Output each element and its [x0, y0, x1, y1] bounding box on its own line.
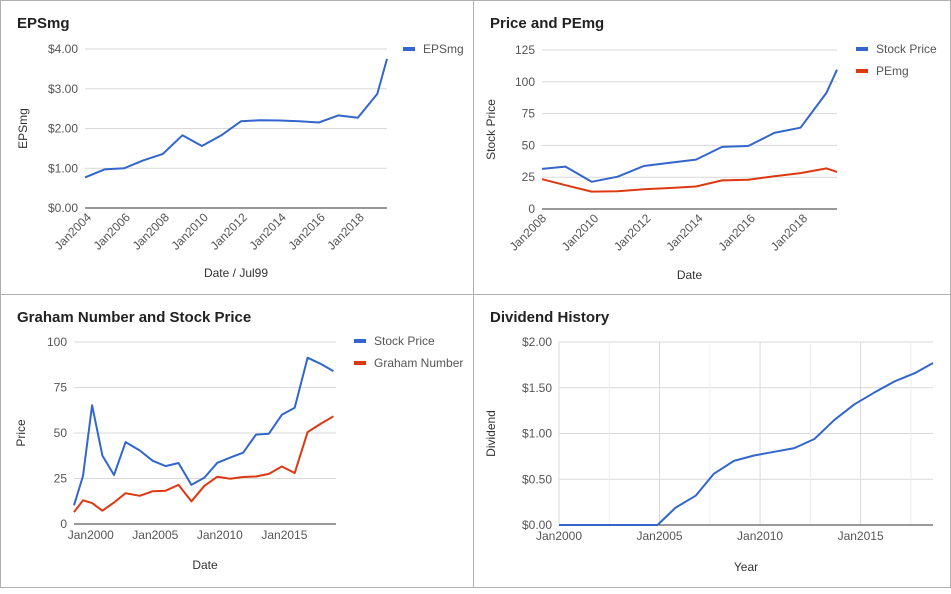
x-tick-label: Jan2006: [91, 210, 134, 253]
y-tick-label: 75: [54, 381, 68, 395]
x-tick-label: Jan2005: [132, 528, 178, 542]
x-tick-label: Jan2012: [207, 210, 250, 253]
epsmg-panel: $0.00 $1.00 $2.00 $3.00 $4.00 Jan2004 Jan2006 J…: [0, 0, 474, 296]
price-pe-title: Price and PEmg: [490, 15, 605, 32]
legend-label: Graham Number: [374, 356, 463, 370]
series-line-stock-price: [541, 69, 838, 183]
x-tick-label: Jan2000: [68, 528, 114, 542]
x-tick-label: Jan2010: [559, 211, 602, 254]
y-tick-label: 0: [60, 517, 67, 531]
y-tick-label: 125: [515, 43, 535, 57]
y-tick-label: 75: [522, 107, 536, 121]
y-axis-title: Price: [14, 419, 28, 447]
y-tick-label: $1.00: [48, 161, 78, 175]
series-line-stock-price: [73, 356, 334, 506]
x-tick-label: Jan2018: [768, 211, 811, 254]
x-axis-title: Date / Jul99: [204, 266, 268, 280]
x-axis-title: Date: [192, 558, 218, 572]
x-tick-label: Jan2014: [246, 210, 289, 253]
legend-label: Stock Price: [876, 42, 937, 56]
x-tick-label: Jan2004: [52, 210, 95, 253]
x-tick-label: Jan2008: [507, 211, 550, 254]
y-tick-label: 25: [522, 170, 536, 184]
x-tick-label: Jan2000: [536, 529, 582, 543]
legend-swatch: [856, 69, 868, 73]
y-tick-label: $0.00: [522, 518, 552, 532]
x-tick-label: Jan2010: [737, 529, 783, 543]
y-axis-title: EPSmg: [16, 108, 30, 149]
y-axis-title: Dividend: [484, 410, 498, 457]
x-tick-label: Jan2015: [261, 528, 307, 542]
dividend-title: Dividend History: [490, 309, 610, 326]
x-tick-label: Jan2018: [324, 210, 367, 253]
price-pe-panel: 0 25 50 75 100 125 Jan2008 Jan2010 Jan2012 Jan201…: [473, 0, 951, 296]
y-tick-label: 25: [54, 472, 68, 486]
y-tick-label: $0.00: [48, 201, 78, 215]
graham-title: Graham Number and Stock Price: [17, 309, 252, 326]
y-tick-label: 50: [54, 426, 68, 440]
legend-swatch: [354, 361, 366, 365]
y-tick-label: $3.00: [48, 82, 78, 96]
dividend-panel: $0.00 $0.50 $1.00 $1.50 $2.00 Jan2000 Jan2005 J…: [473, 294, 951, 588]
epsmg-chart: $0.00$1.00$2.00$3.00$4.00Jan2004Jan2006J…: [16, 42, 464, 280]
x-tick-label: Jan2008: [130, 210, 173, 253]
y-tick-label: $2.00: [48, 122, 78, 136]
x-tick-label: Jan2005: [637, 529, 683, 543]
y-tick-label: $4.00: [48, 42, 78, 56]
dividend-chart: $0.00 $0.50 $1.00 $1.50 $2.00 Jan2000 Jan2005 J…: [484, 335, 934, 574]
y-tick-label: $1.00: [522, 427, 552, 441]
x-tick-label: Jan2014: [663, 211, 706, 254]
legend-swatch: [856, 47, 868, 51]
x-tick-label: Jan2016: [716, 211, 759, 254]
legend-label: Stock Price: [374, 334, 435, 348]
y-tick-label: 100: [47, 335, 67, 349]
y-tick-label: $2.00: [522, 335, 552, 349]
legend-swatch: [403, 47, 415, 51]
graham-panel: 0 25 50 75 100 Jan2000 Jan2005 Jan2010 Jan2015 Da…: [0, 294, 474, 588]
y-axis-title: Stock Price: [484, 99, 498, 160]
x-axis-title: Date: [677, 268, 703, 282]
legend-label: PEmg: [876, 64, 909, 78]
x-tick-label: Jan2010: [169, 210, 212, 253]
epsmg-title: EPSmg: [17, 15, 70, 32]
y-tick-label: 50: [522, 138, 536, 152]
x-tick-label: Jan2012: [611, 211, 654, 254]
series-line-epsmg: [84, 58, 388, 179]
series-line-graham-number: [73, 415, 334, 513]
x-tick-label: Jan2015: [838, 529, 884, 543]
series-line-dividend: [559, 362, 934, 526]
legend-swatch: [354, 339, 366, 343]
y-tick-label: 100: [515, 75, 535, 89]
series-line-pemg: [541, 167, 838, 193]
x-axis-title: Year: [734, 560, 758, 574]
y-tick-label: $0.50: [522, 472, 552, 486]
y-tick-label: $1.50: [522, 381, 552, 395]
x-tick-label: Jan2016: [285, 210, 328, 253]
y-tick-label: 0: [528, 202, 535, 216]
legend-label: EPSmg: [423, 42, 464, 56]
x-tick-label: Jan2010: [197, 528, 243, 542]
graham-chart: 0 25 50 75 100 Jan2000 Jan2005 Jan2010 Jan2015 Da…: [14, 334, 463, 572]
